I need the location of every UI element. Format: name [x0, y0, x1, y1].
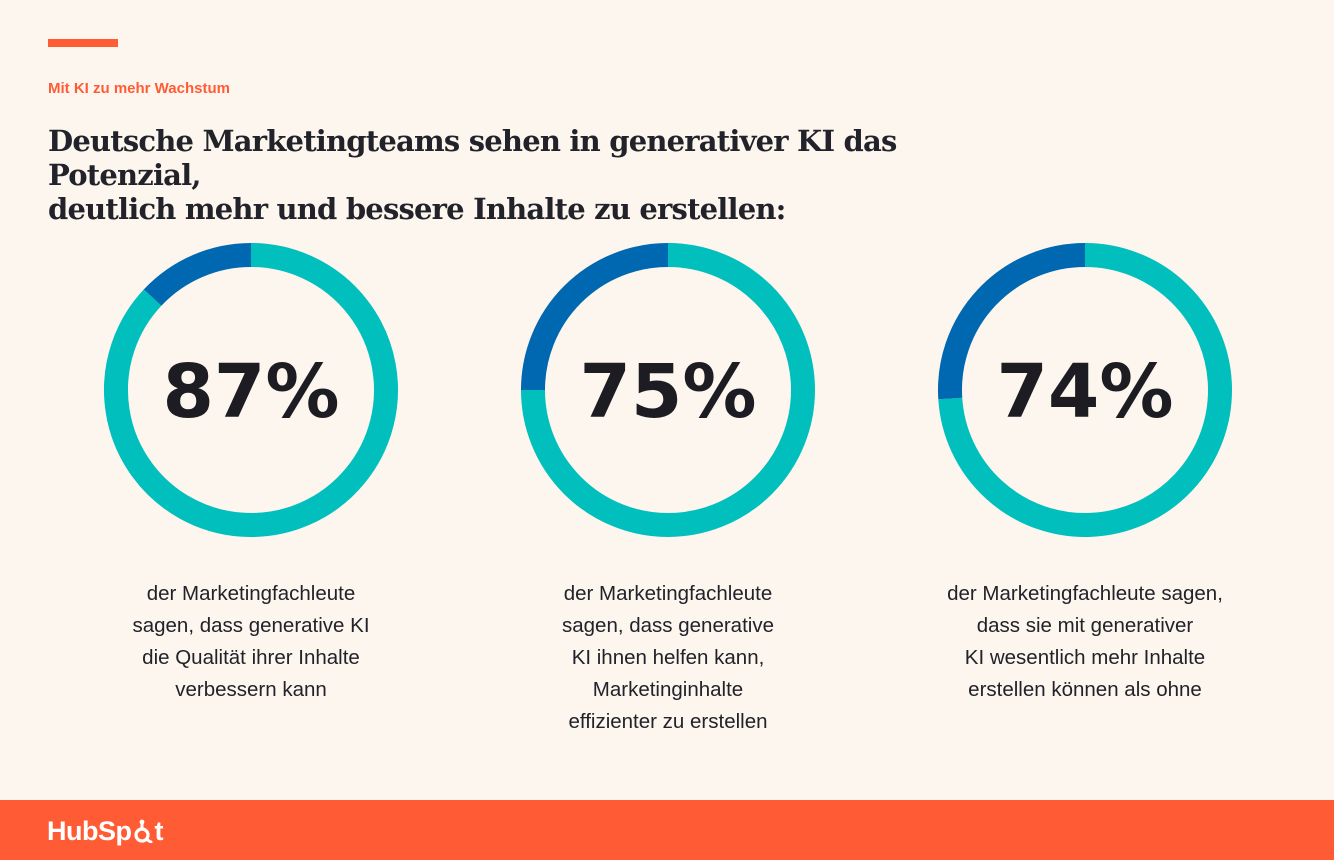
- eyebrow-label: Mit KI zu mehr Wachstum: [48, 80, 230, 97]
- donut-chart-1: 87%: [104, 243, 398, 537]
- stat-1-caption: der Marketingfachleute sagen, dass genera…: [101, 578, 401, 706]
- stat-1: 87% der Marketingfachleute sagen, dass ge…: [99, 238, 403, 706]
- sprocket-icon: [133, 819, 152, 843]
- headline-line-1: Deutsche Marketingteams sehen in generat…: [48, 124, 897, 192]
- caption-line: Marketinginhalte: [592, 678, 744, 701]
- accent-bar: [48, 39, 118, 47]
- caption-line: erstellen können als ohne: [968, 678, 1202, 701]
- caption-line: der Marketingfachleute: [146, 582, 356, 605]
- stat-2: 75% der Marketingfachleute sagen, dass ge…: [516, 238, 820, 738]
- caption-line: der Marketingfachleute: [563, 582, 773, 605]
- donut-segment-value: [104, 243, 398, 537]
- donut-segment-remainder: [938, 243, 1086, 400]
- stat-3-caption: der Marketingfachleute sagen, dass sie mi…: [935, 578, 1235, 706]
- donut-segment-value: [938, 243, 1232, 537]
- stat-3: 74% der Marketingfachleute sagen, dass si…: [933, 238, 1237, 706]
- donut-segment-remainder: [143, 243, 252, 307]
- caption-line: sagen, dass generative KI: [132, 614, 370, 637]
- percentage-label: 75%: [579, 349, 756, 435]
- donut-chart-3: 74%: [938, 243, 1232, 537]
- caption-line: dass sie mit generativer: [976, 614, 1194, 637]
- caption-line: KI wesentlich mehr Inhalte: [964, 646, 1206, 669]
- caption-line: KI ihnen helfen kann,: [571, 646, 765, 669]
- percentage-label: 74%: [996, 349, 1173, 435]
- donut-segment-remainder: [521, 243, 669, 391]
- caption-line: effizienter zu erstellen: [568, 710, 768, 733]
- hubspot-logo[interactable]: HubSp t: [47, 816, 163, 846]
- donut-segment-value: [521, 243, 815, 537]
- logo-text-part-2: t: [154, 815, 164, 846]
- caption-line: verbessern kann: [175, 678, 327, 701]
- headline-line-2: deutlich mehr und bessere Inhalte zu ers…: [48, 192, 786, 226]
- percentage-label: 87%: [162, 349, 339, 435]
- stat-2-caption: der Marketingfachleute sagen, dass genera…: [518, 578, 818, 738]
- caption-line: die Qualität ihrer Inhalte: [142, 646, 360, 669]
- donut-chart-2: 75%: [521, 243, 815, 537]
- caption-line: sagen, dass generative: [562, 614, 774, 637]
- headline: Deutsche Marketingteams sehen in generat…: [48, 124, 1008, 226]
- caption-line: der Marketingfachleute sagen,: [947, 582, 1223, 605]
- footer-bar: HubSp t: [0, 800, 1334, 860]
- logo-text-part-1: HubSp: [47, 815, 132, 846]
